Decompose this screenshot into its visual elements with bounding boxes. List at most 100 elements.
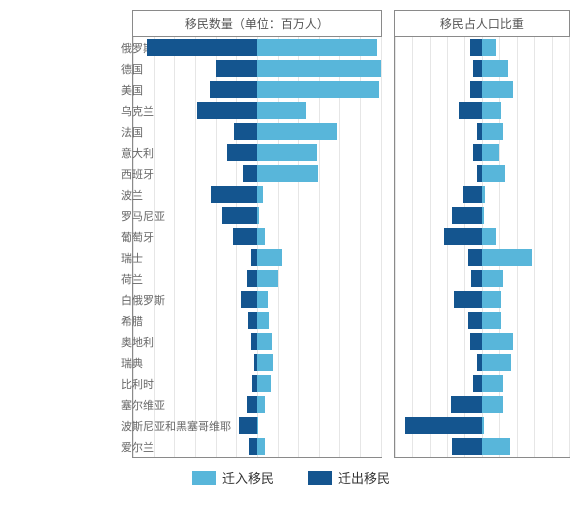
- bar-stack: [395, 436, 569, 457]
- bar-emigrant: [452, 438, 482, 455]
- legend-label: 迁出移民: [338, 468, 390, 487]
- row-label: 爱尔兰: [121, 439, 127, 455]
- bar-stack: [395, 142, 569, 163]
- bar-immigrant: [482, 354, 512, 371]
- bar-emigrant: [452, 207, 482, 224]
- bar-emigrant: [216, 60, 257, 77]
- data-row: 意大利: [133, 142, 381, 163]
- data-row: [395, 247, 569, 268]
- bar-immigrant: [482, 438, 510, 455]
- bar-immigrant: [257, 186, 263, 203]
- row-label: 意大利: [121, 145, 127, 161]
- bar-emigrant: [470, 39, 482, 56]
- gridline: [569, 37, 570, 457]
- row-label: 葡萄牙: [121, 229, 127, 245]
- bar-stack: [133, 184, 381, 205]
- bar-immigrant: [482, 228, 496, 245]
- data-row: [395, 331, 569, 352]
- legend-label: 迁入移民: [222, 468, 274, 487]
- data-row: [395, 37, 569, 58]
- legend-swatch-emigrant: [308, 471, 332, 485]
- bar-stack: [395, 268, 569, 289]
- gridline: [381, 37, 382, 457]
- data-row: 爱尔兰: [133, 436, 381, 457]
- data-row: [395, 415, 569, 436]
- panel-title: 移民数量（单位：百万人）: [133, 11, 381, 37]
- bar-immigrant: [482, 123, 503, 140]
- bar-stack: [133, 163, 381, 184]
- row-label: 塞尔维亚: [121, 397, 127, 413]
- row-label: 瑞士: [121, 250, 127, 266]
- bar-immigrant: [482, 417, 484, 434]
- bar-stack: [133, 247, 381, 268]
- row-label: 美国: [121, 82, 127, 98]
- legend-swatch-immigrant: [192, 471, 216, 485]
- bar-emigrant: [210, 81, 256, 98]
- bar-stack: [133, 205, 381, 226]
- bar-stack: [133, 268, 381, 289]
- bar-emigrant: [463, 186, 482, 203]
- bar-immigrant: [482, 102, 501, 119]
- bar-stack: [395, 37, 569, 58]
- data-row: 白俄罗斯: [133, 289, 381, 310]
- data-row: 希腊: [133, 310, 381, 331]
- bar-immigrant: [257, 375, 271, 392]
- bar-stack: [395, 184, 569, 205]
- data-row: 瑞典: [133, 352, 381, 373]
- bar-stack: [395, 226, 569, 247]
- data-row: [395, 394, 569, 415]
- row-label: 瑞典: [121, 355, 127, 371]
- row-label: 法国: [121, 124, 127, 140]
- bar-stack: [395, 415, 569, 436]
- row-label: 德国: [121, 61, 127, 77]
- row-label: 奥地利: [121, 334, 127, 350]
- bar-emigrant: [473, 144, 482, 161]
- bar-stack: [133, 331, 381, 352]
- bar-stack: [133, 310, 381, 331]
- data-row: [395, 352, 569, 373]
- bar-emigrant: [470, 333, 482, 350]
- data-row: [395, 289, 569, 310]
- data-row: 瑞士: [133, 247, 381, 268]
- bar-immigrant: [257, 417, 258, 434]
- bar-emigrant: [227, 144, 257, 161]
- bar-stack: [133, 58, 381, 79]
- bar-stack: [395, 394, 569, 415]
- bar-emigrant: [470, 81, 482, 98]
- panel-0: 移民数量（单位：百万人）俄罗斯德国美国乌克兰法国意大利西班牙波兰罗马尼亚葡萄牙瑞…: [132, 10, 382, 458]
- bar-stack: [395, 247, 569, 268]
- bar-emigrant: [243, 165, 256, 182]
- data-row: [395, 100, 569, 121]
- bar-emigrant: [468, 312, 482, 329]
- row-label: 比利时: [121, 376, 127, 392]
- data-row: [395, 373, 569, 394]
- data-row: [395, 184, 569, 205]
- bar-stack: [395, 310, 569, 331]
- bar-immigrant: [482, 249, 533, 266]
- bar-emigrant: [147, 39, 256, 56]
- bar-immigrant: [257, 144, 317, 161]
- bar-stack: [395, 79, 569, 100]
- bar-immigrant: [257, 102, 307, 119]
- bar-emigrant: [197, 102, 257, 119]
- bar-immigrant: [482, 186, 485, 203]
- data-row: 罗马尼亚: [133, 205, 381, 226]
- data-row: [395, 58, 569, 79]
- bar-stack: [395, 163, 569, 184]
- bar-emigrant: [459, 102, 482, 119]
- bar-immigrant: [482, 312, 501, 329]
- bar-stack: [395, 352, 569, 373]
- panel-title: 移民占人口比重: [395, 11, 569, 37]
- bar-emigrant: [249, 438, 257, 455]
- data-row: [395, 226, 569, 247]
- bar-emigrant: [405, 417, 482, 434]
- row-label: 希腊: [121, 313, 127, 329]
- bar-stack: [133, 142, 381, 163]
- bar-stack: [133, 226, 381, 247]
- bar-emigrant: [247, 396, 257, 413]
- data-row: [395, 142, 569, 163]
- data-row: 塞尔维亚: [133, 394, 381, 415]
- bar-immigrant: [482, 165, 505, 182]
- legend: 迁入移民 迁出移民: [0, 458, 582, 499]
- bar-immigrant: [257, 291, 268, 308]
